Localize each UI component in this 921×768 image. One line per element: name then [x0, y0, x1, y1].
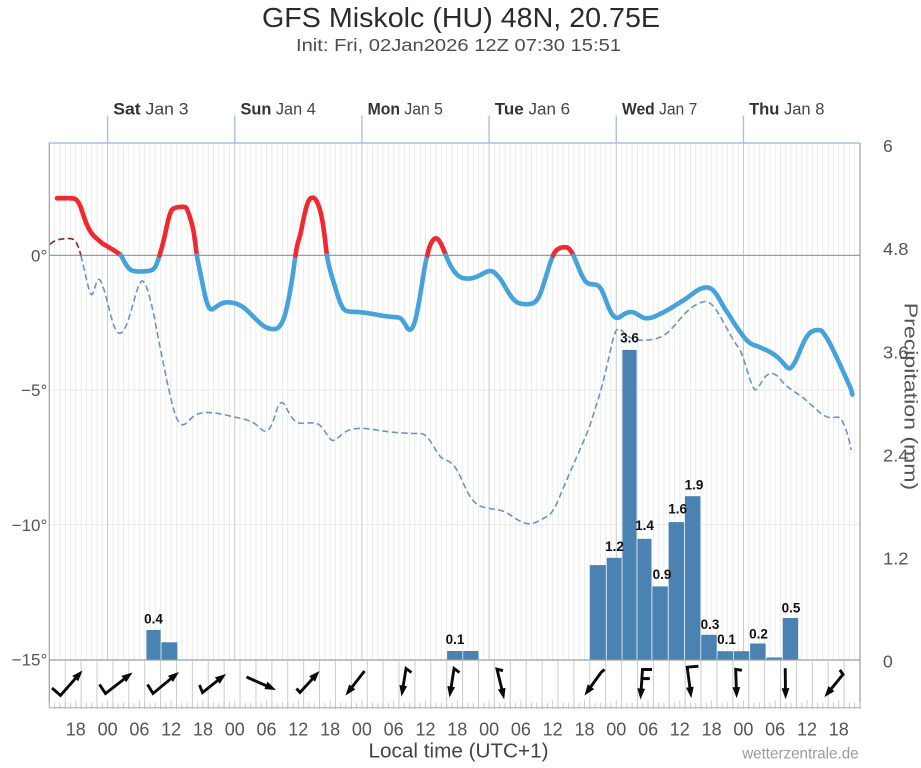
- svg-text:Sun Jan 4: Sun Jan 4: [241, 101, 316, 119]
- svg-text:0.1: 0.1: [446, 632, 465, 647]
- svg-text:18: 18: [574, 720, 594, 740]
- svg-text:0.5: 0.5: [782, 601, 801, 616]
- svg-text:06: 06: [765, 720, 785, 740]
- svg-text:6: 6: [883, 136, 893, 156]
- svg-text:0.2: 0.2: [749, 626, 768, 641]
- svg-text:−10°: −10°: [12, 516, 48, 535]
- svg-text:12: 12: [161, 720, 181, 740]
- svg-text:1.2: 1.2: [883, 549, 909, 569]
- svg-text:−5°: −5°: [21, 381, 47, 400]
- svg-text:Tue Jan 6: Tue Jan 6: [495, 101, 570, 119]
- svg-text:0°: 0°: [31, 247, 47, 266]
- svg-text:06: 06: [256, 720, 276, 740]
- svg-text:0.4: 0.4: [144, 612, 163, 627]
- svg-text:18: 18: [193, 720, 213, 740]
- svg-text:18: 18: [447, 720, 467, 740]
- svg-text:Sat Jan 3: Sat Jan 3: [113, 101, 188, 119]
- svg-text:06: 06: [638, 720, 658, 740]
- svg-text:06: 06: [129, 720, 149, 740]
- svg-text:Precipitation (mm): Precipitation (mm): [901, 303, 921, 491]
- svg-text:00: 00: [733, 720, 753, 740]
- svg-text:1.4: 1.4: [635, 518, 654, 533]
- svg-text:Wed Jan 7: Wed Jan 7: [622, 101, 697, 119]
- svg-text:12: 12: [543, 720, 563, 740]
- svg-text:06: 06: [384, 720, 404, 740]
- svg-text:18: 18: [66, 720, 86, 740]
- svg-text:18: 18: [702, 720, 722, 740]
- svg-text:wetterzentrale.de: wetterzentrale.de: [741, 746, 858, 763]
- svg-text:3.6: 3.6: [883, 342, 909, 362]
- svg-text:00: 00: [225, 720, 245, 740]
- svg-text:18: 18: [829, 720, 849, 740]
- svg-text:Thu Jan 8: Thu Jan 8: [749, 101, 824, 119]
- svg-text:2.4: 2.4: [883, 445, 909, 465]
- svg-text:Mon Jan 5: Mon Jan 5: [368, 101, 443, 119]
- svg-text:1.6: 1.6: [668, 502, 687, 517]
- svg-text:0.9: 0.9: [653, 567, 672, 582]
- svg-text:00: 00: [479, 720, 499, 740]
- svg-text:3.6: 3.6: [620, 331, 639, 346]
- svg-text:00: 00: [606, 720, 626, 740]
- svg-text:GFS Miskolc (HU) 48N, 20.75E: GFS Miskolc (HU) 48N, 20.75E: [262, 2, 660, 33]
- svg-text:0.3: 0.3: [701, 617, 720, 632]
- svg-text:12: 12: [670, 720, 690, 740]
- svg-text:00: 00: [98, 720, 118, 740]
- svg-text:12: 12: [288, 720, 308, 740]
- svg-text:00: 00: [352, 720, 372, 740]
- svg-text:18: 18: [320, 720, 340, 740]
- svg-text:−15°: −15°: [12, 651, 48, 670]
- svg-text:06: 06: [511, 720, 531, 740]
- svg-text:12: 12: [797, 720, 817, 740]
- svg-text:0.1: 0.1: [717, 632, 736, 647]
- svg-text:1.9: 1.9: [685, 478, 704, 493]
- svg-text:Init: Fri, 02Jan2026 12Z 07:30: Init: Fri, 02Jan2026 12Z 07:30 15:51: [296, 35, 621, 55]
- svg-text:12: 12: [415, 720, 435, 740]
- svg-text:Local time (UTC+1): Local time (UTC+1): [369, 741, 549, 763]
- svg-text:0: 0: [883, 652, 893, 672]
- svg-text:4.8: 4.8: [883, 239, 909, 259]
- svg-text:1.2: 1.2: [605, 539, 624, 554]
